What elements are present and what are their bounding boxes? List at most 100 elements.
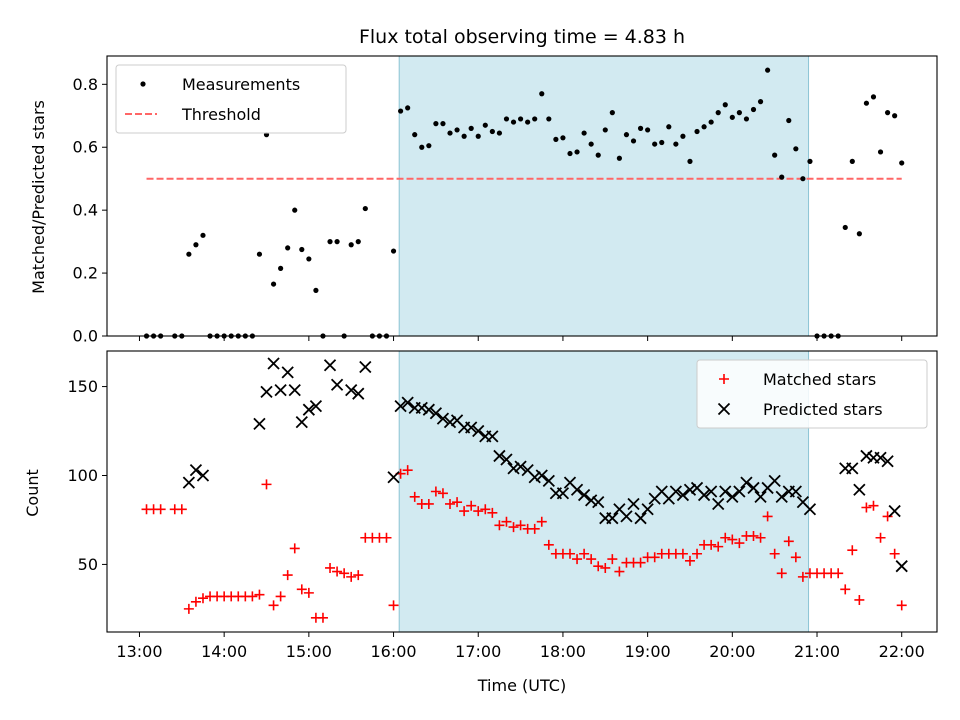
data-point bbox=[577, 488, 591, 502]
bottom-plot: 50 100 150 13:00 14:00 15:00 16:00 17:00 18:00 19… bbox=[67, 350, 938, 661]
data-point bbox=[452, 497, 463, 508]
data-point bbox=[620, 510, 633, 523]
data-point bbox=[877, 149, 884, 155]
data-point bbox=[281, 366, 294, 379]
data-point bbox=[480, 504, 491, 515]
data-point bbox=[874, 451, 887, 464]
data-point bbox=[807, 158, 813, 164]
data-point bbox=[459, 506, 470, 517]
data-point bbox=[797, 571, 808, 582]
y-tick-label: 50 bbox=[78, 555, 98, 574]
data-point bbox=[860, 449, 873, 463]
data-point bbox=[475, 133, 481, 139]
x-tick-label: 15:00 bbox=[286, 642, 332, 661]
legend: Matched stars Predicted stars bbox=[696, 359, 928, 429]
data-point bbox=[345, 383, 358, 397]
y-tick-label: 0.2 bbox=[73, 264, 98, 283]
data-point bbox=[254, 589, 265, 600]
data-point bbox=[875, 532, 886, 543]
axes-frame bbox=[106, 350, 938, 633]
data-point bbox=[288, 383, 301, 397]
data-point bbox=[508, 522, 519, 533]
legend-label: Threshold bbox=[181, 105, 261, 124]
data-point bbox=[296, 584, 307, 595]
data-point bbox=[708, 119, 714, 125]
data-point bbox=[600, 562, 611, 573]
data-point bbox=[487, 507, 498, 518]
data-point bbox=[388, 600, 399, 611]
data-point bbox=[247, 591, 258, 602]
data-point bbox=[630, 138, 637, 144]
x-tick-label: 18:00 bbox=[540, 642, 586, 661]
data-point bbox=[676, 488, 690, 502]
data-point bbox=[572, 554, 583, 565]
data-point bbox=[726, 490, 739, 503]
data-point bbox=[585, 494, 598, 507]
y-tick-label: 0.8 bbox=[73, 75, 98, 94]
data-point bbox=[309, 399, 323, 413]
data-point bbox=[895, 560, 908, 573]
data-point bbox=[422, 403, 435, 416]
x-tick-label: 22:00 bbox=[879, 642, 925, 661]
data-point bbox=[402, 465, 413, 476]
legend-label: Predicted stars bbox=[763, 400, 883, 419]
data-point bbox=[493, 449, 506, 463]
y-tick-label: 0.0 bbox=[73, 327, 98, 346]
data-point bbox=[634, 512, 647, 525]
x-tick-label: 13:00 bbox=[116, 642, 162, 661]
data-point bbox=[579, 548, 590, 559]
data-point bbox=[652, 141, 658, 147]
data-point bbox=[278, 265, 284, 271]
data-point bbox=[339, 568, 350, 579]
data-point bbox=[355, 239, 361, 245]
data-point bbox=[769, 548, 780, 559]
data-point bbox=[409, 491, 420, 502]
y-tick-label: 0.6 bbox=[73, 138, 98, 157]
data-point bbox=[854, 594, 865, 605]
data-point bbox=[727, 534, 738, 545]
x-tick-label: 19:00 bbox=[625, 642, 671, 661]
data-point bbox=[790, 552, 801, 563]
data-point bbox=[560, 135, 566, 141]
data-point bbox=[436, 412, 450, 425]
data-point bbox=[303, 587, 314, 598]
data-point bbox=[535, 469, 548, 482]
data-point bbox=[394, 399, 407, 413]
data-point bbox=[623, 132, 630, 138]
data-point bbox=[419, 144, 425, 150]
data-point bbox=[532, 116, 538, 122]
data-point bbox=[847, 545, 858, 556]
legend-label: Measurements bbox=[182, 75, 300, 94]
data-point bbox=[268, 600, 279, 611]
data-point bbox=[849, 158, 855, 164]
data-point bbox=[775, 490, 788, 503]
data-point bbox=[884, 110, 891, 116]
data-point bbox=[720, 532, 731, 543]
data-point bbox=[840, 584, 851, 595]
data-point bbox=[896, 600, 907, 611]
data-point bbox=[602, 127, 608, 133]
data-point bbox=[193, 242, 199, 248]
data-point bbox=[627, 497, 640, 511]
axes-frame bbox=[106, 55, 938, 337]
data-point bbox=[325, 562, 336, 573]
data-point bbox=[712, 497, 725, 511]
data-point bbox=[861, 502, 872, 513]
data-point bbox=[323, 359, 337, 372]
data-point bbox=[882, 511, 893, 522]
y-axis-label-bottom: Count bbox=[23, 469, 42, 517]
data-point bbox=[525, 119, 531, 125]
data-point bbox=[200, 232, 206, 238]
data-point bbox=[447, 130, 453, 136]
data-point bbox=[637, 125, 644, 131]
data-point bbox=[401, 396, 414, 409]
data-point bbox=[692, 548, 703, 559]
data-point bbox=[445, 498, 456, 509]
data-point bbox=[645, 127, 651, 133]
data-point bbox=[306, 256, 312, 262]
data-point bbox=[398, 108, 404, 114]
data-point bbox=[507, 462, 520, 475]
data-point bbox=[387, 471, 400, 484]
x-tick-label: 14:00 bbox=[201, 642, 247, 661]
data-point bbox=[543, 539, 554, 550]
